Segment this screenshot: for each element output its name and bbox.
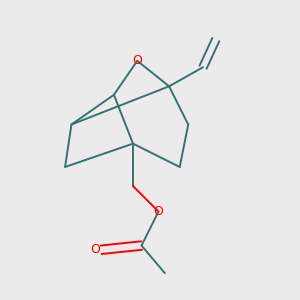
Text: O: O bbox=[154, 205, 164, 218]
Text: O: O bbox=[90, 243, 100, 256]
Text: O: O bbox=[132, 54, 142, 67]
